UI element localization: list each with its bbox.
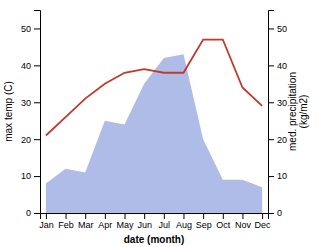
axis-line [41, 214, 269, 220]
tick: 0 [268, 208, 282, 218]
tick-label: 10 [21, 171, 31, 181]
x-axis-title: date (month) [124, 234, 185, 245]
tick-mark [268, 102, 274, 103]
tick-label: Oct [216, 220, 231, 230]
tick: 20 [21, 135, 40, 145]
tick: 40 [21, 61, 40, 71]
tick-label: Sep [196, 220, 212, 230]
tick-label: May [117, 220, 135, 230]
area [46, 54, 262, 213]
tick: Apr [98, 213, 112, 230]
tick-mark [34, 28, 40, 29]
tick-label: 20 [277, 135, 287, 145]
chart-container: Jan Feb Mar Apr MayJun Jul Aug Sep Oct NovDec 0 10 2… [0, 0, 318, 247]
tick: Feb [58, 213, 74, 230]
tick-label: 0 [277, 208, 282, 218]
title-line: med. precipitation [287, 72, 298, 151]
tick-label: 50 [21, 24, 31, 34]
tick-mark [66, 213, 67, 219]
tick: Mar [78, 213, 94, 230]
tick-mark [268, 213, 274, 214]
tick: 20 [268, 135, 287, 145]
tick-mark [242, 213, 243, 219]
tick-label: 40 [21, 61, 31, 71]
tick-label: Aug [176, 220, 192, 230]
tick: 50 [268, 24, 287, 34]
tick: Oct [216, 213, 231, 230]
tick-label: 50 [277, 24, 287, 34]
tick-label: Feb [58, 220, 74, 230]
tick-label: Mar [78, 220, 94, 230]
x-axis: Jan Feb Mar Apr MayJun Jul Aug Sep Oct NovDec [39, 213, 271, 230]
tick-label: 30 [21, 98, 31, 108]
tick-mark [105, 213, 106, 219]
tick: Nov [235, 213, 252, 230]
tick: 10 [21, 171, 40, 181]
y2-axis-title: med. precipitation(kg/m2) [287, 72, 309, 151]
tick: 40 [268, 61, 287, 71]
tick-mark [125, 213, 126, 219]
tick-label: 10 [277, 171, 287, 181]
tick: Jul [159, 213, 171, 230]
tick-mark [46, 213, 47, 219]
axis-line [34, 11, 41, 214]
y-axis: 0 10 20 30 40 50 [21, 11, 41, 219]
tick-mark [183, 213, 184, 219]
tick: 10 [268, 171, 287, 181]
tick-mark [34, 102, 40, 103]
tick-label: Nov [235, 220, 252, 230]
tick-mark [34, 139, 40, 140]
tick-label: 20 [21, 135, 31, 145]
line [46, 40, 262, 136]
tick-label: Dec [255, 220, 272, 230]
tick-label: 0 [26, 208, 31, 218]
title-line: (kg/m2) [298, 95, 309, 129]
tick-label: Apr [98, 220, 112, 230]
tick-mark [34, 65, 40, 66]
axis-line [269, 11, 275, 214]
tick: May [117, 213, 135, 230]
chart: Jan Feb Mar Apr MayJun Jul Aug Sep Oct NovDec 0 10 2… [0, 0, 318, 247]
tick-mark [268, 65, 274, 66]
tick-mark [203, 213, 204, 219]
tick-mark [85, 213, 86, 219]
y2-axis: 0 10 20 30 40 50 [268, 11, 287, 219]
tick-mark [144, 213, 145, 219]
y-axis-title: max temp (C) [3, 81, 14, 142]
tick: Dec [255, 213, 272, 230]
tick-mark [268, 28, 274, 29]
tick: Aug [176, 213, 192, 230]
tick: 50 [21, 24, 40, 34]
tick-label: 40 [277, 61, 287, 71]
tick-label: Jan [39, 220, 54, 230]
tick-label: 30 [277, 98, 287, 108]
tick: Sep [196, 213, 212, 230]
tick: Jun [137, 213, 152, 230]
tick-mark [262, 213, 263, 219]
tick-mark [164, 213, 165, 219]
tick-label: Jul [159, 220, 171, 230]
tick: Jan [39, 213, 54, 230]
tick: 30 [21, 98, 40, 108]
plot-root: Jan Feb Mar Apr MayJun Jul Aug Sep Oct NovDec 0 10 2… [3, 11, 309, 246]
tick: 30 [268, 98, 287, 108]
tick-mark [268, 176, 274, 177]
tick: 0 [26, 208, 40, 218]
tick-mark [268, 139, 274, 140]
tick-mark [223, 213, 224, 219]
tick-mark [34, 213, 40, 214]
plot-area [46, 40, 262, 213]
tick-label: Jun [137, 220, 152, 230]
tick-mark [34, 176, 40, 177]
